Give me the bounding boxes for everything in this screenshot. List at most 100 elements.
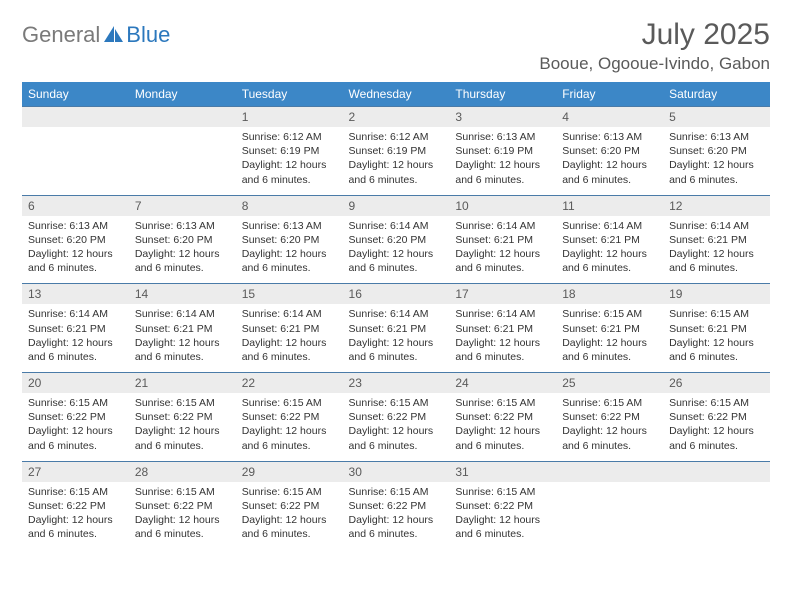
day-details: Sunrise: 6:15 AMSunset: 6:21 PMDaylight:…: [556, 304, 663, 372]
logo-sail-icon: [104, 26, 124, 44]
calendar-cell: 26Sunrise: 6:15 AMSunset: 6:22 PMDayligh…: [663, 372, 770, 461]
day-number-empty: [129, 107, 236, 127]
logo-word-1: General: [22, 22, 100, 48]
day-number: 14: [129, 284, 236, 304]
calendar-cell: 18Sunrise: 6:15 AMSunset: 6:21 PMDayligh…: [556, 283, 663, 372]
day-details: Sunrise: 6:13 AMSunset: 6:20 PMDaylight:…: [129, 216, 236, 284]
day-number: 2: [343, 107, 450, 127]
day-number: 10: [449, 196, 556, 216]
calendar-cell: 23Sunrise: 6:15 AMSunset: 6:22 PMDayligh…: [343, 372, 450, 461]
day-number: 4: [556, 107, 663, 127]
day-details: Sunrise: 6:12 AMSunset: 6:19 PMDaylight:…: [343, 127, 450, 195]
day-header: Thursday: [449, 82, 556, 106]
day-details: Sunrise: 6:13 AMSunset: 6:19 PMDaylight:…: [449, 127, 556, 195]
day-details: Sunrise: 6:15 AMSunset: 6:22 PMDaylight:…: [236, 482, 343, 550]
day-header: Wednesday: [343, 82, 450, 106]
calendar-cell: 12Sunrise: 6:14 AMSunset: 6:21 PMDayligh…: [663, 195, 770, 284]
calendar-cell: 11Sunrise: 6:14 AMSunset: 6:21 PMDayligh…: [556, 195, 663, 284]
day-number: 5: [663, 107, 770, 127]
day-header: Sunday: [22, 82, 129, 106]
location-subtitle: Booue, Ogooue-Ivindo, Gabon: [539, 54, 770, 74]
day-details: Sunrise: 6:12 AMSunset: 6:19 PMDaylight:…: [236, 127, 343, 195]
day-number: 19: [663, 284, 770, 304]
title-block: July 2025 Booue, Ogooue-Ivindo, Gabon: [539, 18, 770, 74]
logo: General Blue: [22, 22, 170, 48]
day-number: 9: [343, 196, 450, 216]
week-row: 20Sunrise: 6:15 AMSunset: 6:22 PMDayligh…: [22, 372, 770, 461]
week-row: 1Sunrise: 6:12 AMSunset: 6:19 PMDaylight…: [22, 106, 770, 195]
calendar-cell: 8Sunrise: 6:13 AMSunset: 6:20 PMDaylight…: [236, 195, 343, 284]
day-details: Sunrise: 6:14 AMSunset: 6:20 PMDaylight:…: [343, 216, 450, 284]
calendar-cell: 20Sunrise: 6:15 AMSunset: 6:22 PMDayligh…: [22, 372, 129, 461]
day-number: 15: [236, 284, 343, 304]
day-header-row: SundayMondayTuesdayWednesdayThursdayFrid…: [22, 82, 770, 106]
day-number: 24: [449, 373, 556, 393]
calendar-cell: 29Sunrise: 6:15 AMSunset: 6:22 PMDayligh…: [236, 461, 343, 550]
day-details: Sunrise: 6:15 AMSunset: 6:21 PMDaylight:…: [663, 304, 770, 372]
header: General Blue July 2025 Booue, Ogooue-Ivi…: [22, 18, 770, 74]
calendar-cell: 13Sunrise: 6:14 AMSunset: 6:21 PMDayligh…: [22, 283, 129, 372]
day-number: 23: [343, 373, 450, 393]
calendar-cell: 31Sunrise: 6:15 AMSunset: 6:22 PMDayligh…: [449, 461, 556, 550]
day-number: 1: [236, 107, 343, 127]
day-number-empty: [663, 462, 770, 482]
day-details: Sunrise: 6:14 AMSunset: 6:21 PMDaylight:…: [449, 304, 556, 372]
day-number: 20: [22, 373, 129, 393]
calendar-cell: 22Sunrise: 6:15 AMSunset: 6:22 PMDayligh…: [236, 372, 343, 461]
day-number: 6: [22, 196, 129, 216]
calendar-cell: 14Sunrise: 6:14 AMSunset: 6:21 PMDayligh…: [129, 283, 236, 372]
day-number: 21: [129, 373, 236, 393]
day-details: Sunrise: 6:15 AMSunset: 6:22 PMDaylight:…: [663, 393, 770, 461]
calendar-cell: 24Sunrise: 6:15 AMSunset: 6:22 PMDayligh…: [449, 372, 556, 461]
day-number-empty: [556, 462, 663, 482]
day-details: Sunrise: 6:15 AMSunset: 6:22 PMDaylight:…: [343, 482, 450, 550]
day-number: 13: [22, 284, 129, 304]
calendar-cell: 27Sunrise: 6:15 AMSunset: 6:22 PMDayligh…: [22, 461, 129, 550]
day-header: Monday: [129, 82, 236, 106]
day-number: 12: [663, 196, 770, 216]
day-number: 25: [556, 373, 663, 393]
calendar-cell: 25Sunrise: 6:15 AMSunset: 6:22 PMDayligh…: [556, 372, 663, 461]
calendar-cell: 17Sunrise: 6:14 AMSunset: 6:21 PMDayligh…: [449, 283, 556, 372]
day-header: Friday: [556, 82, 663, 106]
calendar-cell: 21Sunrise: 6:15 AMSunset: 6:22 PMDayligh…: [129, 372, 236, 461]
day-details: Sunrise: 6:14 AMSunset: 6:21 PMDaylight:…: [129, 304, 236, 372]
week-row: 27Sunrise: 6:15 AMSunset: 6:22 PMDayligh…: [22, 461, 770, 550]
day-details: Sunrise: 6:14 AMSunset: 6:21 PMDaylight:…: [236, 304, 343, 372]
day-details: Sunrise: 6:15 AMSunset: 6:22 PMDaylight:…: [22, 393, 129, 461]
day-number: 11: [556, 196, 663, 216]
calendar-cell: [129, 106, 236, 195]
day-details: Sunrise: 6:15 AMSunset: 6:22 PMDaylight:…: [129, 393, 236, 461]
day-number: 31: [449, 462, 556, 482]
calendar-body: 1Sunrise: 6:12 AMSunset: 6:19 PMDaylight…: [22, 106, 770, 549]
calendar-cell: 19Sunrise: 6:15 AMSunset: 6:21 PMDayligh…: [663, 283, 770, 372]
day-details: Sunrise: 6:14 AMSunset: 6:21 PMDaylight:…: [663, 216, 770, 284]
day-number: 28: [129, 462, 236, 482]
day-number: 16: [343, 284, 450, 304]
calendar-cell: 1Sunrise: 6:12 AMSunset: 6:19 PMDaylight…: [236, 106, 343, 195]
calendar-cell: [556, 461, 663, 550]
calendar-cell: 10Sunrise: 6:14 AMSunset: 6:21 PMDayligh…: [449, 195, 556, 284]
day-details: Sunrise: 6:13 AMSunset: 6:20 PMDaylight:…: [22, 216, 129, 284]
calendar-cell: 30Sunrise: 6:15 AMSunset: 6:22 PMDayligh…: [343, 461, 450, 550]
day-details: Sunrise: 6:14 AMSunset: 6:21 PMDaylight:…: [22, 304, 129, 372]
calendar-cell: 2Sunrise: 6:12 AMSunset: 6:19 PMDaylight…: [343, 106, 450, 195]
day-details: Sunrise: 6:14 AMSunset: 6:21 PMDaylight:…: [343, 304, 450, 372]
day-details: Sunrise: 6:15 AMSunset: 6:22 PMDaylight:…: [236, 393, 343, 461]
day-details: Sunrise: 6:14 AMSunset: 6:21 PMDaylight:…: [449, 216, 556, 284]
calendar-cell: 9Sunrise: 6:14 AMSunset: 6:20 PMDaylight…: [343, 195, 450, 284]
day-header: Tuesday: [236, 82, 343, 106]
month-title: July 2025: [539, 18, 770, 52]
calendar-cell: 3Sunrise: 6:13 AMSunset: 6:19 PMDaylight…: [449, 106, 556, 195]
calendar-cell: 4Sunrise: 6:13 AMSunset: 6:20 PMDaylight…: [556, 106, 663, 195]
calendar-cell: 6Sunrise: 6:13 AMSunset: 6:20 PMDaylight…: [22, 195, 129, 284]
calendar-cell: [22, 106, 129, 195]
calendar-cell: 16Sunrise: 6:14 AMSunset: 6:21 PMDayligh…: [343, 283, 450, 372]
day-number-empty: [22, 107, 129, 127]
day-number: 3: [449, 107, 556, 127]
week-row: 6Sunrise: 6:13 AMSunset: 6:20 PMDaylight…: [22, 195, 770, 284]
logo-word-2: Blue: [126, 22, 170, 48]
calendar-cell: [663, 461, 770, 550]
day-details: Sunrise: 6:13 AMSunset: 6:20 PMDaylight:…: [663, 127, 770, 195]
day-details: Sunrise: 6:15 AMSunset: 6:22 PMDaylight:…: [129, 482, 236, 550]
